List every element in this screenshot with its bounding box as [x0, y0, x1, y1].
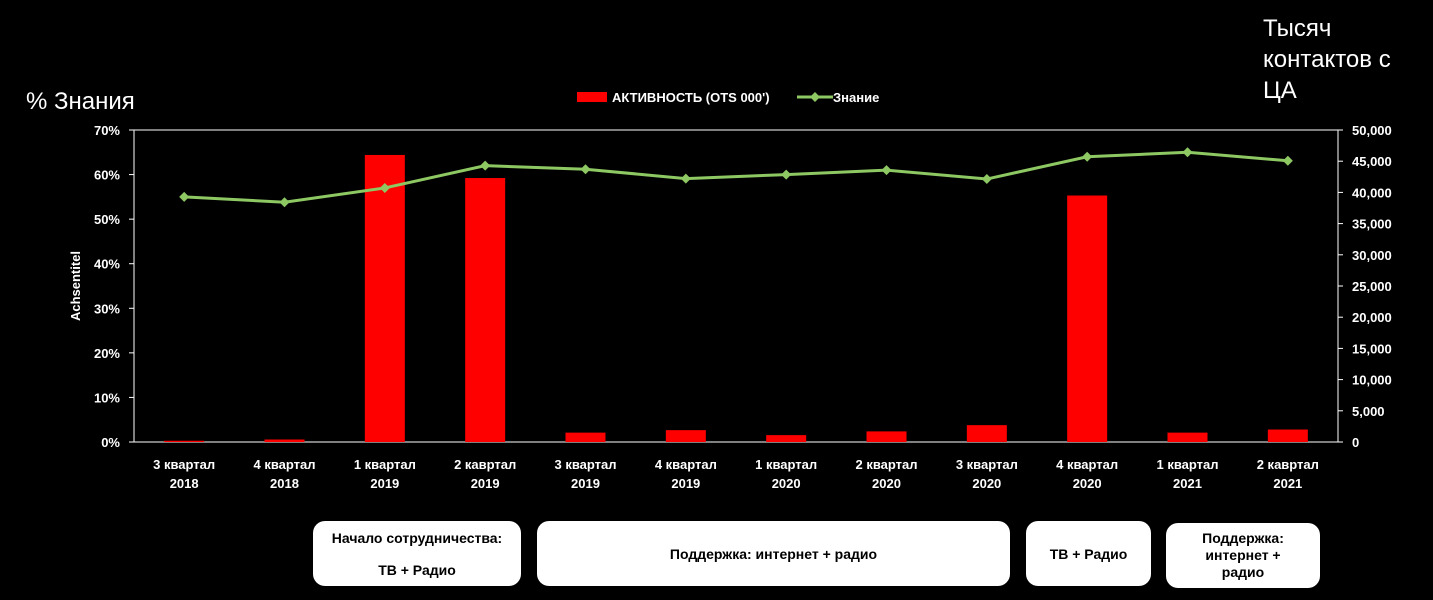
activity-bar — [264, 439, 305, 442]
left-axis-label: Achsentitel — [68, 251, 83, 321]
activity-bar — [364, 154, 405, 442]
activity-bar — [665, 430, 706, 442]
activity-bar — [565, 432, 606, 442]
awareness-marker — [981, 174, 992, 185]
x-tick-label-line1: 4 квартал — [655, 457, 717, 472]
awareness-marker — [680, 173, 691, 184]
right-axis-tick-label: 45,000 — [1352, 154, 1392, 169]
activity-bar — [465, 178, 506, 442]
right-axis-tick-label: 40,000 — [1352, 185, 1392, 200]
phase-box-start-line-1: Начало сотрудничества: — [331, 529, 503, 546]
x-tick-label-line1: 2 квартал — [855, 457, 917, 472]
awareness-line — [184, 150, 1288, 204]
awareness-marker — [379, 182, 390, 193]
awareness-marker — [279, 197, 290, 208]
left-axis-tick-label: 40% — [94, 257, 120, 272]
x-tick-label-line1: 3 квартал — [153, 457, 215, 472]
left-axis-tick-label: 50% — [94, 212, 120, 227]
activity-bar — [1167, 432, 1208, 442]
phase-box-support-2-line-3: радио — [1221, 564, 1265, 580]
awareness-marker — [881, 165, 892, 176]
x-tick-label-line2: 2019 — [571, 476, 600, 491]
phase-box-support-2: Поддержка: интернет + радио — [1166, 523, 1320, 588]
x-tick-label-line1: 4 квартал — [253, 457, 315, 472]
left-axis-tick-label: 20% — [94, 346, 120, 361]
legend-label-awareness: Знание — [833, 90, 879, 105]
x-tick-label-line2: 2020 — [872, 476, 901, 491]
phase-box-tv-radio: ТВ + Радио — [1026, 521, 1151, 586]
activity-bar — [1267, 429, 1308, 442]
x-tick-label-line2: 2020 — [1073, 476, 1102, 491]
x-tick-label-line1: 1 квартал — [755, 457, 817, 472]
awareness-marker — [1082, 151, 1093, 162]
x-tick-label-line2: 2021 — [1273, 476, 1302, 491]
x-tick-label-line1: 2 кавртал — [1257, 457, 1319, 472]
x-tick-label-line2: 2018 — [270, 476, 299, 491]
right-axis-tick-label: 20,000 — [1352, 310, 1392, 325]
left-axis-tick-label: 10% — [94, 390, 120, 405]
legend-label-activity: АКТИВНОСТЬ (OTS 000') — [612, 90, 770, 105]
phase-box-support-1-line-1: Поддержка: интернет + радио — [669, 545, 878, 562]
awareness-marker — [580, 164, 591, 175]
right-axis-tick-label: 25,000 — [1352, 279, 1392, 294]
phase-box-support-2-line-1: Поддержка: — [1202, 530, 1284, 546]
awareness-marker — [480, 160, 491, 171]
activity-bar — [766, 435, 807, 442]
left-axis-tick-label: 0% — [101, 435, 120, 450]
awareness-marker — [781, 169, 792, 180]
awareness-marker — [1282, 155, 1293, 166]
right-axis-tick-label: 30,000 — [1352, 248, 1392, 263]
x-tick-label-line2: 2020 — [772, 476, 801, 491]
x-tick-label-line1: 3 квартал — [554, 457, 616, 472]
x-tick-label-line1: 1 квартал — [354, 457, 416, 472]
right-axis-tick-label: 50,000 — [1352, 123, 1392, 138]
awareness-marker — [179, 191, 190, 202]
activity-bar — [164, 440, 205, 442]
activity-bar — [966, 425, 1007, 442]
phase-box-tv-radio-line-1: ТВ + Радио — [1049, 545, 1128, 562]
awareness-marker — [1182, 147, 1193, 158]
x-tick-label-line1: 4 квартал — [1056, 457, 1118, 472]
activity-bar — [1067, 195, 1108, 442]
x-tick-label-line2: 2021 — [1173, 476, 1202, 491]
x-tick-label-line2: 2020 — [972, 476, 1001, 491]
x-tick-label-line2: 2018 — [170, 476, 199, 491]
x-tick-label-line1: 2 кавртал — [454, 457, 516, 472]
x-tick-label-line1: 1 квартал — [1156, 457, 1218, 472]
phase-box-support-1: Поддержка: интернет + радио — [537, 521, 1010, 586]
x-tick-label-line2: 2019 — [471, 476, 500, 491]
legend-marker-awareness — [810, 92, 820, 102]
right-axis-tick-label: 0 — [1352, 435, 1359, 450]
phase-box-start: Начало сотрудничества: ТВ + Радио — [313, 521, 521, 586]
left-axis-tick-label: 30% — [94, 301, 120, 316]
left-axis-title: % Знания — [26, 88, 135, 115]
right-axis-tick-label: 10,000 — [1352, 373, 1392, 388]
right-axis-tick-label: 5,000 — [1352, 404, 1385, 419]
x-tick-label-line1: 3 квартал — [956, 457, 1018, 472]
legend-swatch-activity — [577, 92, 607, 102]
x-tick-label-line2: 2019 — [370, 476, 399, 491]
activity-bar — [866, 431, 907, 442]
right-axis-tick-label: 15,000 — [1352, 341, 1392, 356]
right-axis-tick-label: 35,000 — [1352, 217, 1392, 232]
x-tick-label-line2: 2019 — [671, 476, 700, 491]
phase-box-support-2-line-2: интернет + — [1205, 547, 1281, 563]
left-axis-tick-label: 60% — [94, 168, 120, 183]
left-axis-tick-label: 70% — [94, 123, 120, 138]
right-axis-title: Тысяч контактов с ЦА — [1263, 15, 1391, 104]
phase-box-start-line-3: ТВ + Радио — [378, 561, 456, 578]
